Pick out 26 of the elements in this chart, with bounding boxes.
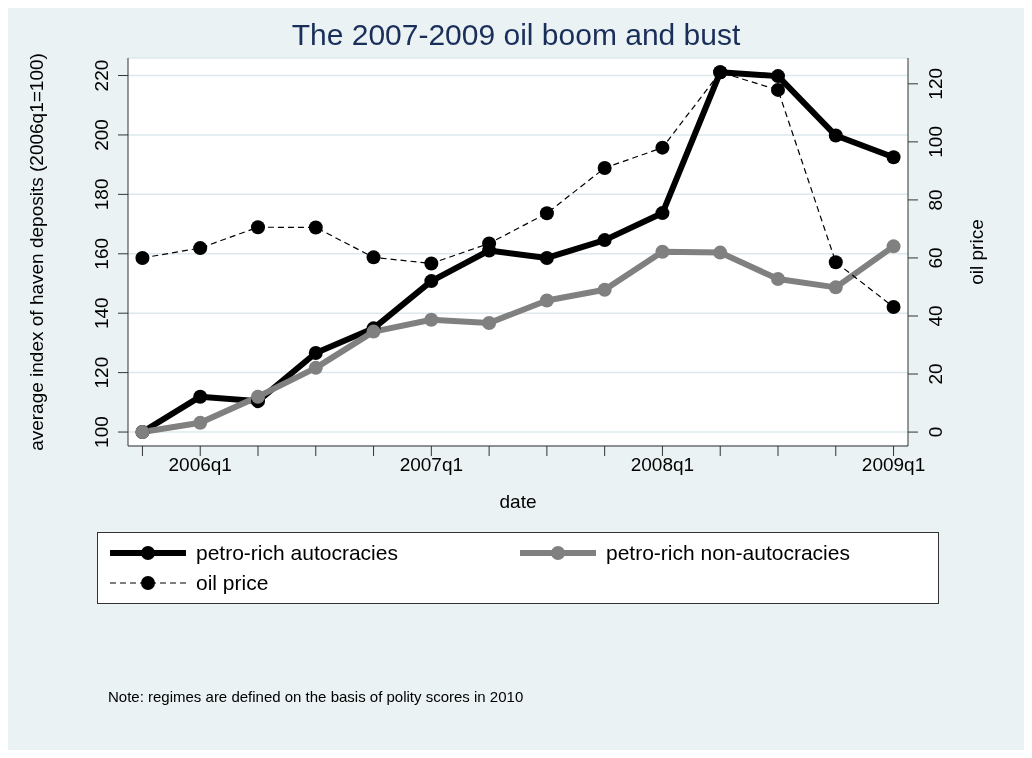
x-tick-label: 2006q1 [168, 454, 232, 476]
y-tick-label: 200 [91, 119, 112, 151]
y2-tick-label: 100 [924, 126, 946, 158]
y2-tick-label: 40 [924, 305, 946, 327]
y2-tick-label: 80 [924, 189, 946, 211]
x-axis-title: date [499, 491, 537, 512]
chart-title: The 2007-2009 oil boom and bust [290, 17, 742, 53]
x-tick-label: 2007q1 [399, 454, 464, 476]
y-axis-title: average index of haven deposits (2006q1=100) [25, 53, 47, 451]
y2-tick-label: 20 [924, 363, 946, 385]
y-tick-label: 140 [91, 297, 112, 330]
y2-tick-label: 60 [924, 247, 946, 269]
legend-label: petro-rich non-autocracies [606, 541, 850, 565]
y-tick-label: 160 [91, 237, 112, 270]
legend-label: oil price [196, 571, 269, 595]
y2-axis-title: oil price [965, 219, 987, 285]
x-tick-label: 2008q1 [630, 454, 695, 476]
y2-tick-label: 120 [924, 67, 946, 100]
y-tick-label: 220 [91, 59, 112, 92]
legend-label: petro-rich autocracies [196, 541, 398, 565]
x-tick-label: 2009q1 [861, 454, 926, 476]
y-tick-label: 100 [91, 416, 112, 448]
y2-tick-label: 0 [924, 426, 946, 438]
text: Note: regimes are defined on the basis of polity scores in 2010 [108, 688, 524, 705]
y-tick-label: 180 [91, 178, 112, 211]
y-tick-label: 120 [91, 356, 112, 389]
